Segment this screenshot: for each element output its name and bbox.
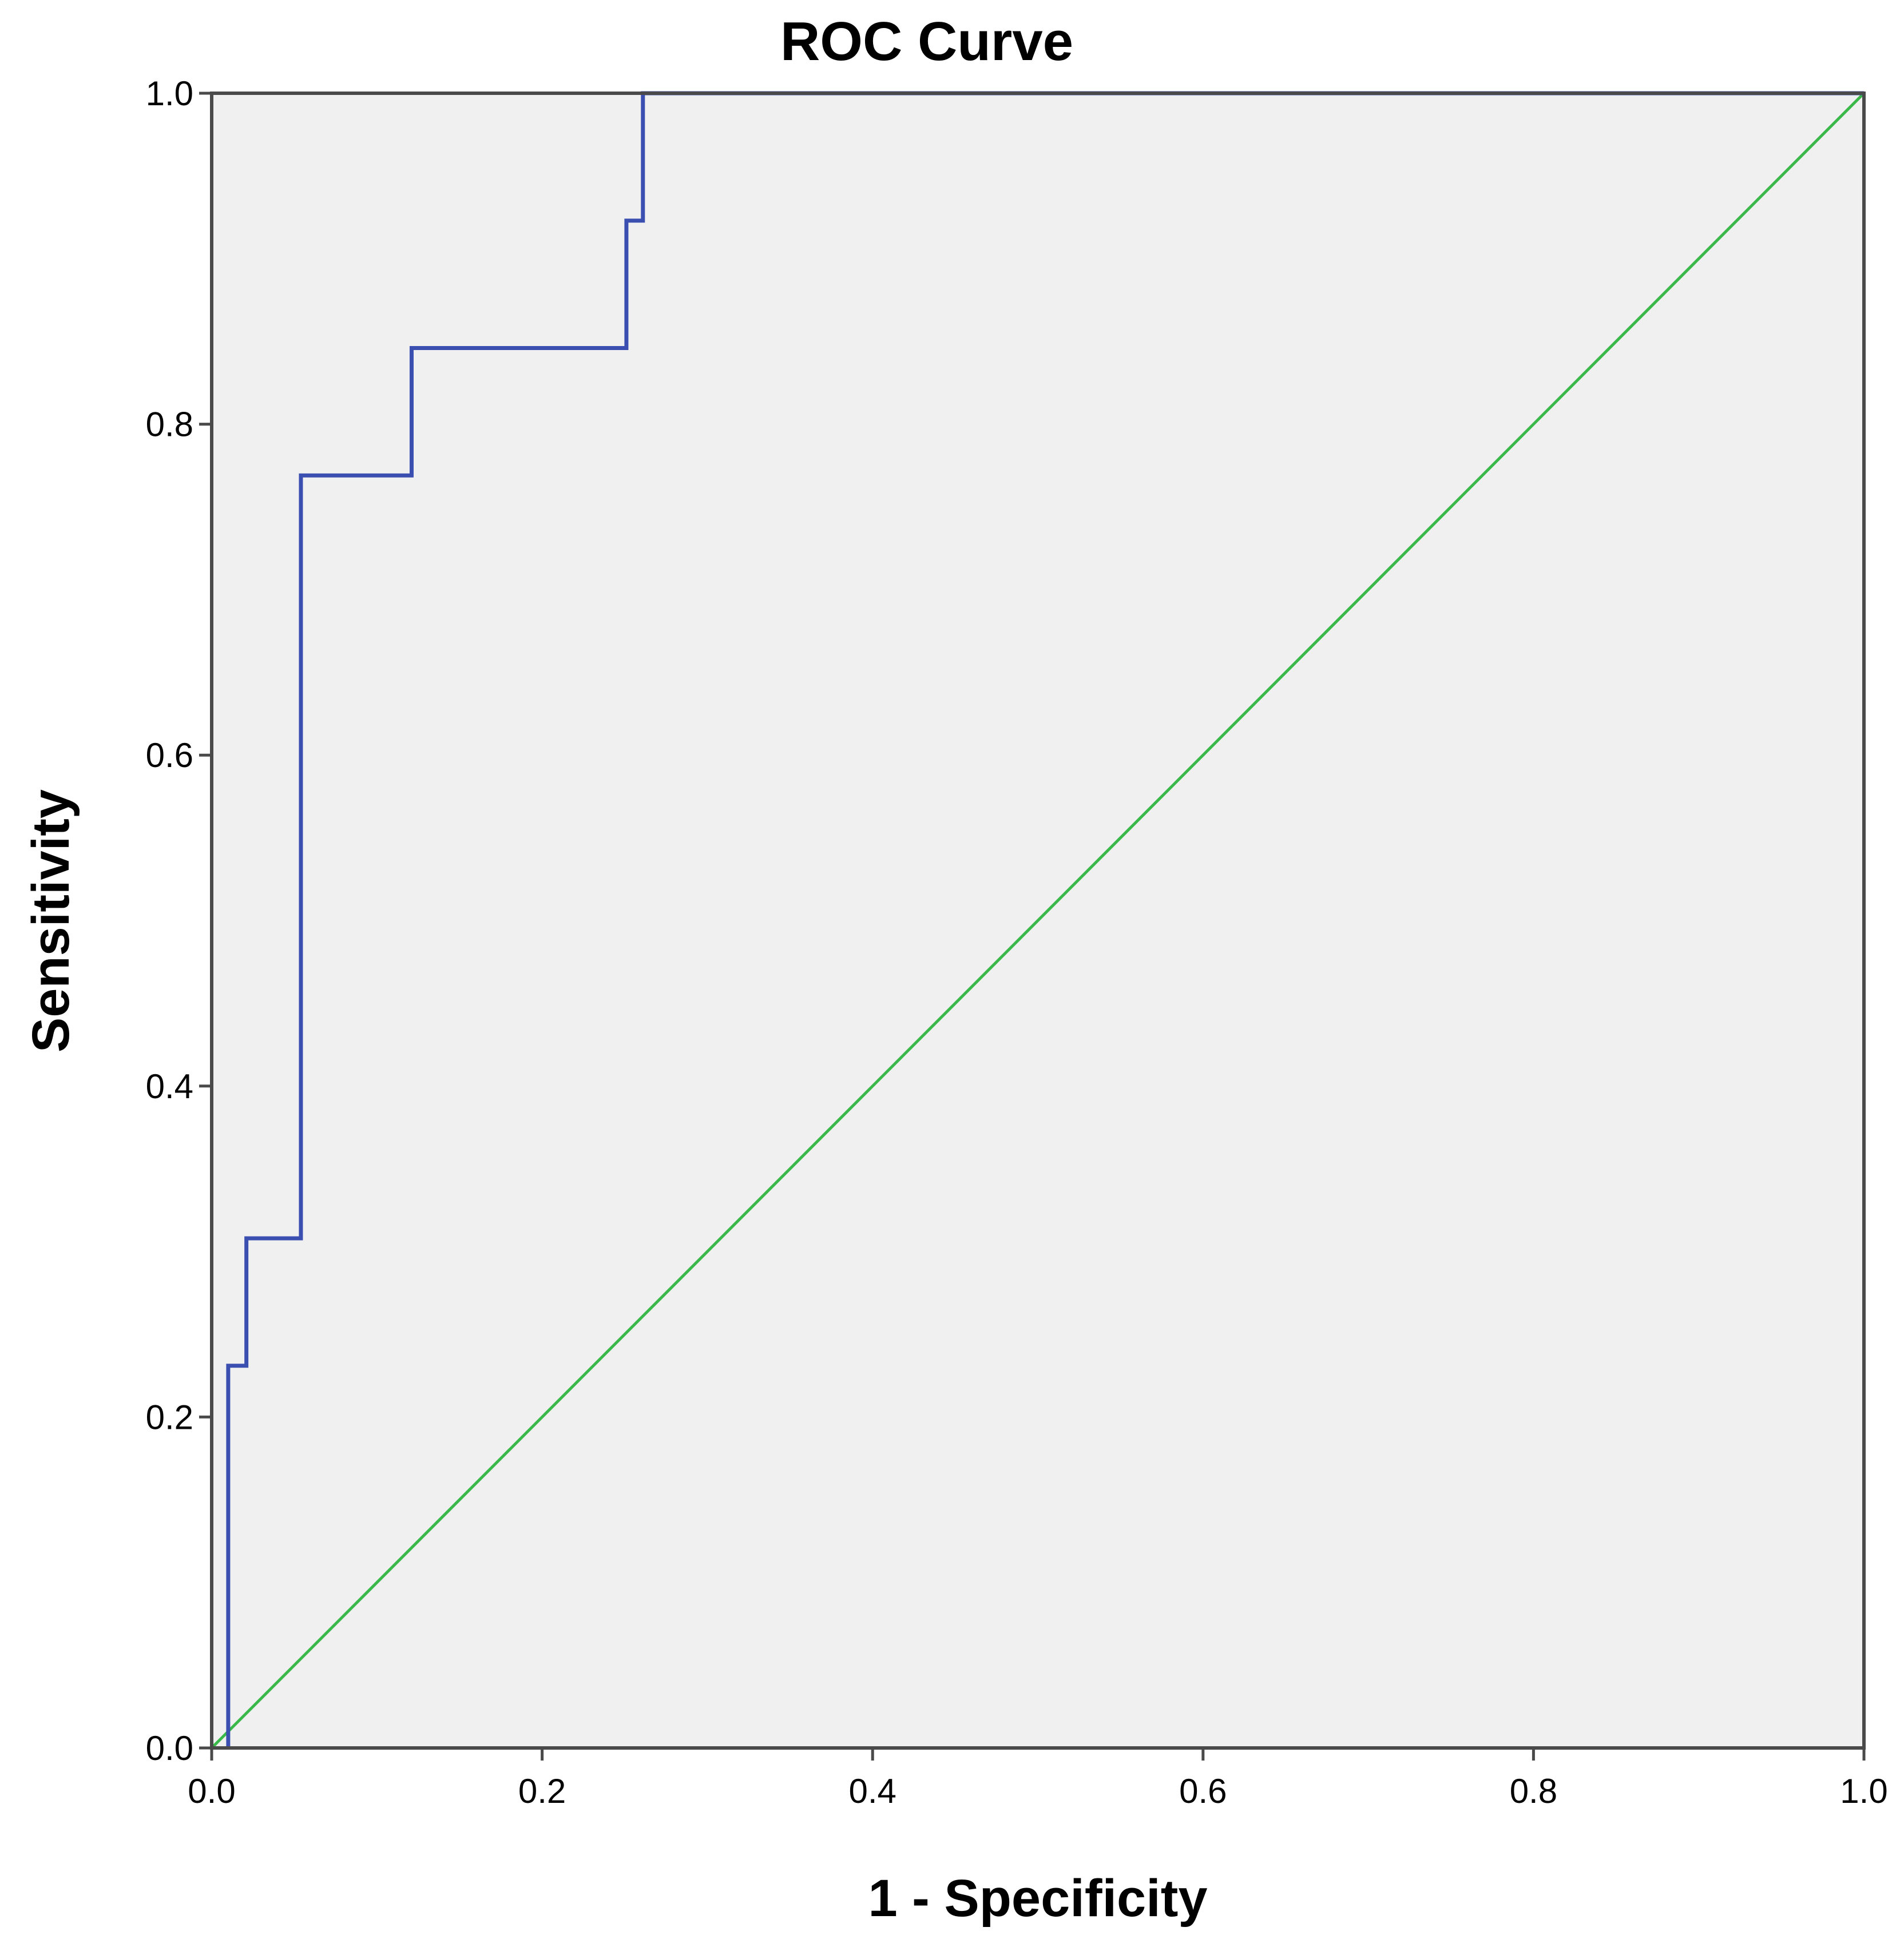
x-tick-label: 1.0 xyxy=(1840,1772,1887,1810)
y-tick-label: 0.2 xyxy=(146,1398,193,1436)
plot-frame xyxy=(210,92,1866,1750)
x-tick-label: 0.2 xyxy=(518,1772,566,1810)
y-tick-label: 0.8 xyxy=(146,406,193,444)
y-tick-label: 0.6 xyxy=(146,736,193,774)
x-tick-label: 0.6 xyxy=(1179,1772,1227,1810)
chart-title: ROC Curve xyxy=(780,11,1073,72)
x-tick-label: 0.0 xyxy=(188,1772,235,1810)
x-axis-ticks xyxy=(210,1748,1866,1761)
roc-curve-line xyxy=(226,91,1864,1748)
reference-diagonal-line xyxy=(211,92,1865,1749)
y-axis-title: Sensitivity xyxy=(22,789,80,1052)
x-axis-title: 1 - Specificity xyxy=(868,1869,1207,1928)
y-tick-label: 0.0 xyxy=(146,1729,193,1767)
y-tick-label: 0.4 xyxy=(146,1067,193,1106)
x-tick-label: 0.8 xyxy=(1510,1772,1557,1810)
y-tick-labels: 0.0 0.2 0.4 0.6 0.8 1.0 xyxy=(146,74,193,1767)
x-tick-label: 0.4 xyxy=(848,1772,896,1810)
x-tick-labels: 0.0 0.2 0.4 0.6 0.8 1.0 xyxy=(188,1772,1887,1810)
y-tick-label: 1.0 xyxy=(146,74,193,113)
y-axis-ticks xyxy=(199,92,212,1750)
